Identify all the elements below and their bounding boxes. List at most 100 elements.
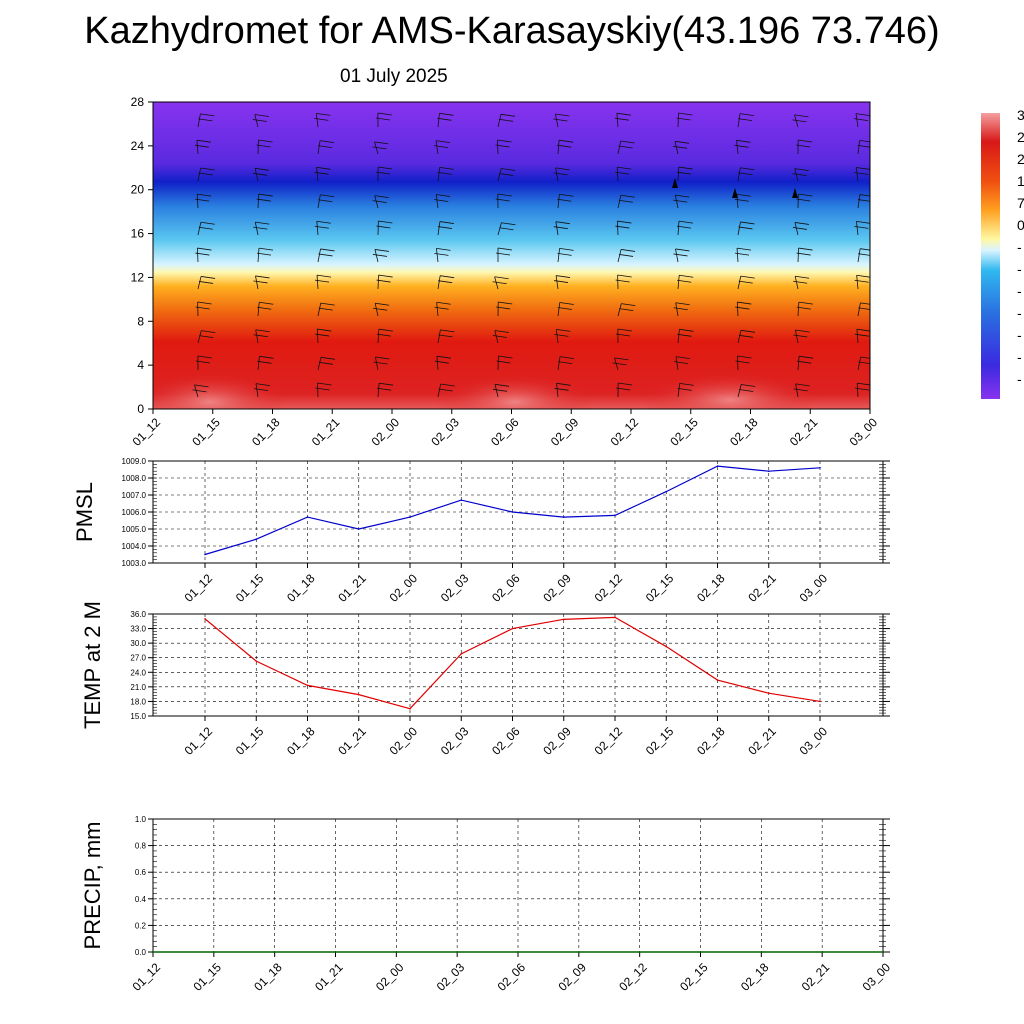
wind-barb-flag [201, 276, 216, 279]
wind-barb-flag [256, 198, 271, 202]
wind-barb-flag [501, 222, 516, 226]
wind-barb-staff [614, 357, 619, 371]
xtick-label: 01_21 [312, 960, 346, 994]
wind-barb-flag [314, 118, 329, 121]
colorbar-label: - [1017, 305, 1022, 321]
wind-barb-flag [198, 226, 213, 230]
wind-barb-flag [256, 252, 272, 256]
wind-barb-flag [855, 387, 870, 391]
wind-barb-staff [677, 275, 680, 290]
wind-barb-flag [619, 254, 634, 257]
wind-barb-flag [379, 382, 394, 386]
plot-frame [152, 460, 884, 564]
wind-barb-flag [614, 357, 629, 361]
wind-barb-flag [376, 333, 391, 337]
wind-barb-flag [316, 274, 332, 278]
wind-barb-flag [555, 113, 570, 117]
data-point [819, 700, 821, 703]
wind-barb-flag [736, 247, 752, 251]
colorbar-label: - [1017, 327, 1022, 343]
wind-barb-staff [494, 276, 499, 290]
wind-barb-flag [434, 360, 449, 364]
xtick-label: 02_00 [387, 724, 421, 758]
wind-barb-staff [794, 329, 799, 344]
profile-xtick-label: 02_18 [727, 415, 761, 449]
wind-barb-staff [675, 302, 679, 317]
wind-barb-flag [320, 356, 336, 360]
wind-barb-staff [557, 194, 560, 209]
wind-barb-staff [556, 383, 559, 398]
xtick-label: 02_09 [540, 571, 574, 605]
wind-barb-flag [255, 329, 270, 333]
wind-barb-staff [317, 194, 321, 209]
profile-ytick-label: 4 [137, 358, 144, 372]
wind-barb-flag [559, 139, 574, 143]
wind-barb-staff [374, 141, 379, 155]
wind-barb-flag [254, 167, 270, 171]
wind-barb-flag [498, 118, 514, 122]
wind-barb-staff [255, 383, 259, 398]
wind-barb-flag [734, 198, 749, 202]
colorbar-label: - [1017, 371, 1022, 387]
wind-barb-flag [437, 172, 452, 175]
ytick-label: 1006.0 [122, 508, 147, 517]
wind-barb-flag [440, 275, 455, 279]
wind-barb-flag [553, 118, 568, 122]
data-point [767, 692, 770, 694]
wind-barb-flag [854, 172, 869, 175]
xtick-label: 02_12 [616, 960, 650, 994]
wind-barb-flag [378, 274, 393, 278]
wind-barb-flag [621, 249, 636, 252]
wind-barb-flag [436, 301, 451, 305]
wind-barb-flag [317, 382, 332, 386]
wind-barb-flag [678, 166, 693, 170]
data-point [614, 514, 616, 517]
wind-barb-flag [673, 253, 688, 257]
xtick-label: 02_18 [738, 960, 772, 994]
data-point [409, 707, 411, 710]
wind-barb-flag [737, 301, 752, 305]
wind-barb-flag [856, 167, 870, 170]
wind-pennant [672, 178, 678, 188]
wind-barb-flag [314, 225, 329, 229]
wind-barb-staff [737, 113, 741, 128]
wind-barb-flag [373, 361, 388, 365]
data-point [306, 516, 309, 518]
ytick-label: 1003.0 [122, 559, 147, 568]
wind-barb-flag [620, 140, 635, 144]
wind-barb-flag [200, 221, 215, 225]
vertical-profile-panel: 0 4 8 12 16 20 24 28 01_12 01_15 01_18 01_21 02_00 0… [130, 95, 881, 449]
colorbar-label: 3 [1017, 107, 1024, 123]
wind-barb-staff [316, 329, 319, 344]
wind-barb-staff [436, 302, 439, 317]
wind-barb-flag [372, 254, 387, 257]
wind-barb-flag [796, 198, 811, 202]
wind-barb-flag [435, 140, 451, 144]
wind-barb-staff [257, 356, 260, 371]
xtick-label: 01_12 [182, 571, 216, 605]
wind-pennant [792, 188, 798, 198]
wind-barb-flag [199, 281, 214, 284]
wind-barb-flag [556, 275, 571, 278]
wind-barb-flag [554, 387, 569, 391]
ytick-label: 0.4 [135, 895, 147, 904]
wind-barb-flag [615, 333, 630, 337]
wind-barb-staff [197, 167, 202, 182]
wind-barb-staff [557, 356, 561, 371]
wind-barb-flag [677, 333, 692, 337]
ytick-label: 1.0 [135, 815, 147, 824]
wind-barb-flag [497, 193, 512, 197]
wind-barb-staff [497, 222, 502, 236]
wind-barb-flag [498, 301, 513, 305]
wind-barb-flag [433, 145, 449, 149]
xtick-label: 02_21 [745, 571, 779, 605]
profile-ytick-label: 20 [131, 183, 145, 197]
wind-barb-staff [437, 113, 440, 128]
wind-barb-staff [197, 113, 201, 128]
wind-barb-staff [437, 383, 442, 398]
wind-barb-staff [554, 113, 559, 128]
data-point [460, 499, 463, 501]
warm-core-center [435, 374, 595, 409]
wind-barb-flag [434, 252, 449, 256]
xtick-label: 03_00 [797, 724, 831, 758]
